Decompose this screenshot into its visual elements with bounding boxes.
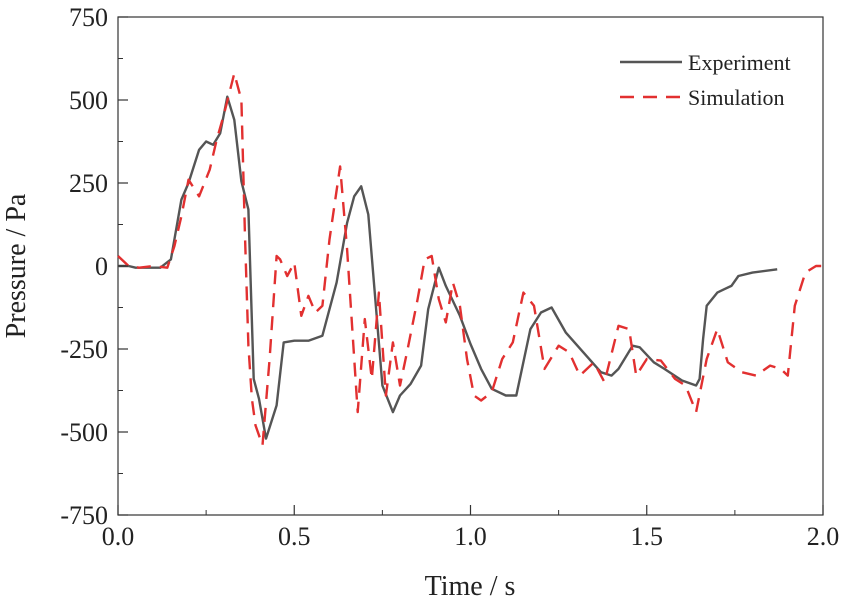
- legend: Experiment Simulation: [620, 50, 791, 110]
- y-tick-label: -250: [60, 335, 108, 364]
- series-layer: [117, 72, 823, 447]
- y-tick-label: -500: [60, 418, 108, 447]
- y-axis-title: Pressure / Pa: [1, 193, 32, 338]
- y-tick-label: 0: [95, 252, 108, 281]
- legend-label-simulation: Simulation: [688, 85, 785, 110]
- series-line-experiment: [118, 95, 778, 440]
- series-line-simulation: [117, 72, 823, 447]
- x-tick-label: 0.5: [278, 522, 311, 551]
- x-tick-label: 0.0: [102, 522, 135, 551]
- y-tick-label: 750: [69, 3, 108, 32]
- x-axis-title: Time / s: [425, 571, 516, 602]
- y-tick-label: 250: [69, 169, 108, 198]
- x-tick-label: 1.5: [631, 522, 664, 551]
- y-tick-label: 500: [69, 86, 108, 115]
- legend-label-experiment: Experiment: [688, 50, 791, 75]
- y-tick-label: -750: [60, 501, 108, 530]
- x-tick-label: 2.0: [807, 522, 840, 551]
- x-axis: 0.0 0.5 1.0 1.5 2.0: [102, 505, 840, 551]
- y-axis: -750 -500 -250 0 250 500 750: [60, 3, 128, 530]
- x-tick-label: 1.0: [454, 522, 487, 551]
